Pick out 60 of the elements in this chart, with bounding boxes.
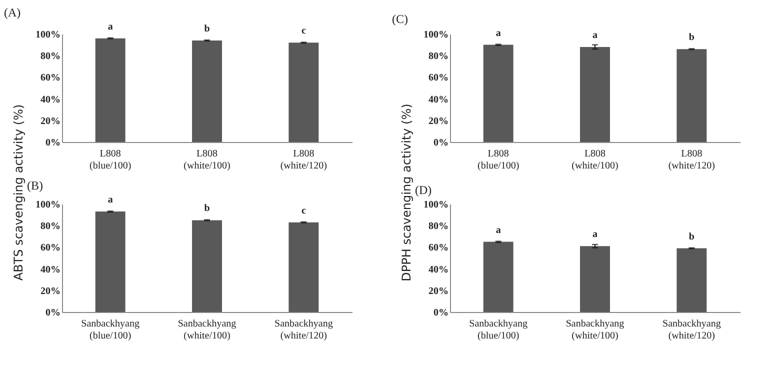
bar (192, 220, 222, 312)
annotation: a (592, 30, 598, 41)
bar (483, 242, 514, 312)
y-tick-label: 0% (46, 308, 60, 318)
x-tick-label: L808 (blue/100) (90, 148, 132, 172)
x-tick-label: L808 (white/120) (280, 148, 327, 172)
annotation: b (204, 203, 210, 214)
y-tick-label: 40% (40, 94, 60, 106)
x-tick-label: L808 (white/100) (572, 148, 618, 172)
annotation: b (688, 231, 695, 242)
y-tick-label: 60% (428, 72, 448, 84)
annotation: a (496, 28, 501, 39)
x-tick-label: Sanbackhyang (blue/100) (469, 318, 528, 342)
y-tick-label: 80% (40, 51, 60, 62)
chart-title: (C) (392, 12, 408, 26)
annotation: a (592, 229, 598, 240)
x-tick-label: Sanbackhyang (white/100) (178, 318, 236, 342)
y-tick-label: 80% (428, 51, 448, 62)
y-axis-title: ABTS scavenging activity (%) (12, 104, 26, 281)
annotation: a (108, 194, 113, 206)
x-tick-label: Sanbackhyang (white/100) (566, 318, 624, 342)
y-tick-label: 60% (40, 242, 60, 254)
y-tick-label: 0% (434, 138, 448, 148)
y-tick-label: 40% (428, 94, 448, 106)
chart-title: (B) (27, 178, 43, 193)
annotation: a (108, 21, 113, 32)
y-tick-label: 100% (36, 30, 60, 40)
chart-title: (D) (415, 183, 432, 197)
x-tick-label: L808 (blue/100) (478, 148, 520, 172)
y-tick-label: 20% (40, 116, 60, 127)
annotation: a (496, 224, 501, 236)
y-tick-label: 0% (434, 308, 448, 318)
y-tick-label: 40% (40, 264, 60, 276)
annotation: b (688, 32, 695, 44)
bar (95, 212, 126, 312)
bar (676, 248, 707, 312)
x-tick-label: Sanbackhyang (blue/100) (81, 318, 140, 342)
y-tick-label: 100% (424, 200, 448, 210)
y-tick-label: 100% (424, 30, 448, 40)
x-tick-label: L808 (white/120) (668, 148, 715, 172)
y-tick-label: 100% (36, 200, 60, 210)
y-tick-label: 0% (46, 138, 60, 148)
y-tick-label: 20% (428, 286, 448, 297)
y-tick-label: 80% (40, 221, 60, 232)
x-tick-label: Sanbackhyang (white/120) (662, 318, 721, 342)
y-tick-label: 20% (40, 286, 60, 297)
y-tick-label: 20% (428, 116, 448, 127)
y-tick-label: 40% (428, 264, 448, 276)
y-axis-title: DPPH scavenging activity (%) (400, 104, 414, 282)
bar (580, 246, 610, 312)
y-tick-label: 60% (428, 242, 448, 254)
y-tick-label: 60% (40, 72, 60, 84)
bar (288, 222, 319, 312)
y-tick-label: 80% (428, 221, 448, 232)
x-tick-label: Sanbackhyang (white/120) (274, 318, 333, 342)
chart-title: (A) (4, 5, 21, 20)
x-tick-label: L808 (white/100) (184, 148, 230, 172)
annotation: b (204, 23, 210, 34)
annotation: c (301, 205, 306, 216)
annotation: c (301, 26, 306, 37)
